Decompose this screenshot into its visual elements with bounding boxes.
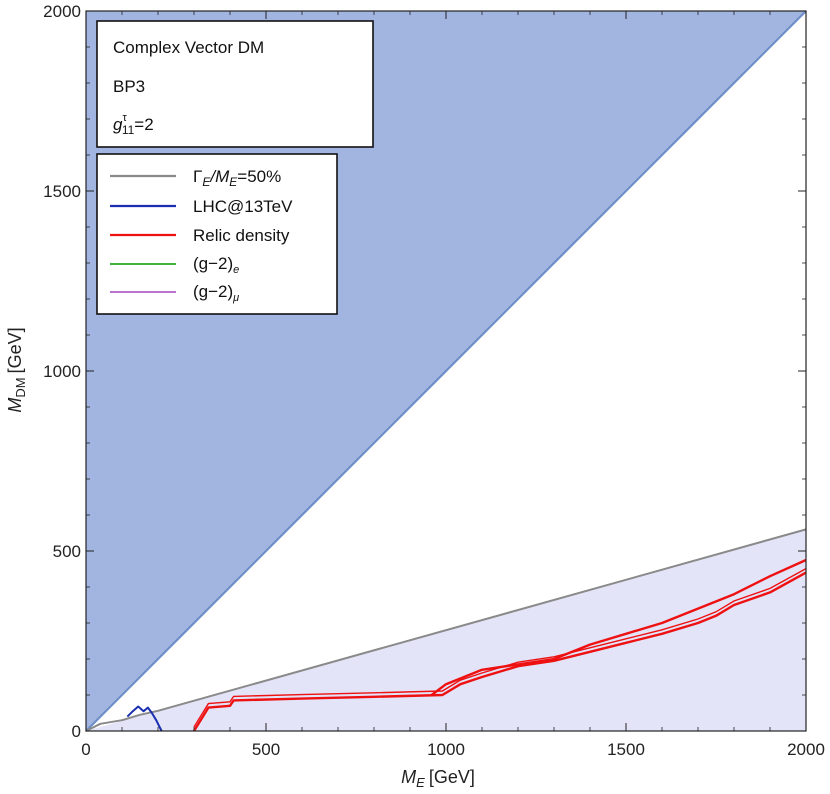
series-line-0 <box>85 528 807 732</box>
y-tick-label-0: 0 <box>72 722 81 741</box>
x-tick-label-1: 500 <box>252 740 280 759</box>
y-tick-label-3: 1500 <box>43 182 81 201</box>
legend: ΓE/ME=50% LHC@13TeV Relic density (g−2)e… <box>96 153 338 315</box>
y-tick-label-1: 500 <box>53 542 81 561</box>
svg-text:(g−2)μ: (g−2)μ <box>193 282 239 304</box>
series-line-3 <box>430 558 807 696</box>
legend-item-lhc: LHC@13TeV <box>110 197 293 216</box>
data-series <box>85 528 807 732</box>
svg-text:ΓE/ME=50%: ΓE/ME=50% <box>193 167 281 189</box>
info-coupling: gτ 11=2 <box>113 112 154 137</box>
axis-ticks: 0 500 1000 1500 2000 0 500 1000 1500 2000 <box>43 2 825 759</box>
legend-item-g2mu: (g−2)μ <box>110 282 239 304</box>
y-tick-label-2: 1000 <box>43 362 81 381</box>
info-title: Complex Vector DM <box>113 38 264 57</box>
info-box: Complex Vector DM BP3 gτ 11=2 <box>96 20 374 148</box>
series-line-2 <box>192 571 807 732</box>
svg-text:Relic density: Relic density <box>193 226 290 245</box>
legend-item-g2e: (g−2)e <box>110 254 239 276</box>
x-tick-label-0: 0 <box>81 740 90 759</box>
series-line-relic-upper <box>193 567 807 728</box>
legend-item-relic: Relic density <box>110 226 290 245</box>
svg-text:LHC@13TeV: LHC@13TeV <box>193 197 293 216</box>
x-tick-label-4: 2000 <box>787 740 825 759</box>
legend-item-width: ΓE/ME=50% <box>110 167 281 189</box>
diagonal-boundary <box>85 10 807 732</box>
y-tick-label-4: 2000 <box>43 2 81 21</box>
x-axis-label: ME [GeV] <box>401 767 475 790</box>
x-tick-label-2: 1000 <box>427 740 465 759</box>
y-axis-label: MDM[GeV] <box>5 327 28 412</box>
svg-text:(g−2)e: (g−2)e <box>193 254 239 276</box>
x-tick-label-3: 1500 <box>607 740 645 759</box>
info-benchmark: BP3 <box>113 77 145 96</box>
series-line-1 <box>126 705 163 732</box>
